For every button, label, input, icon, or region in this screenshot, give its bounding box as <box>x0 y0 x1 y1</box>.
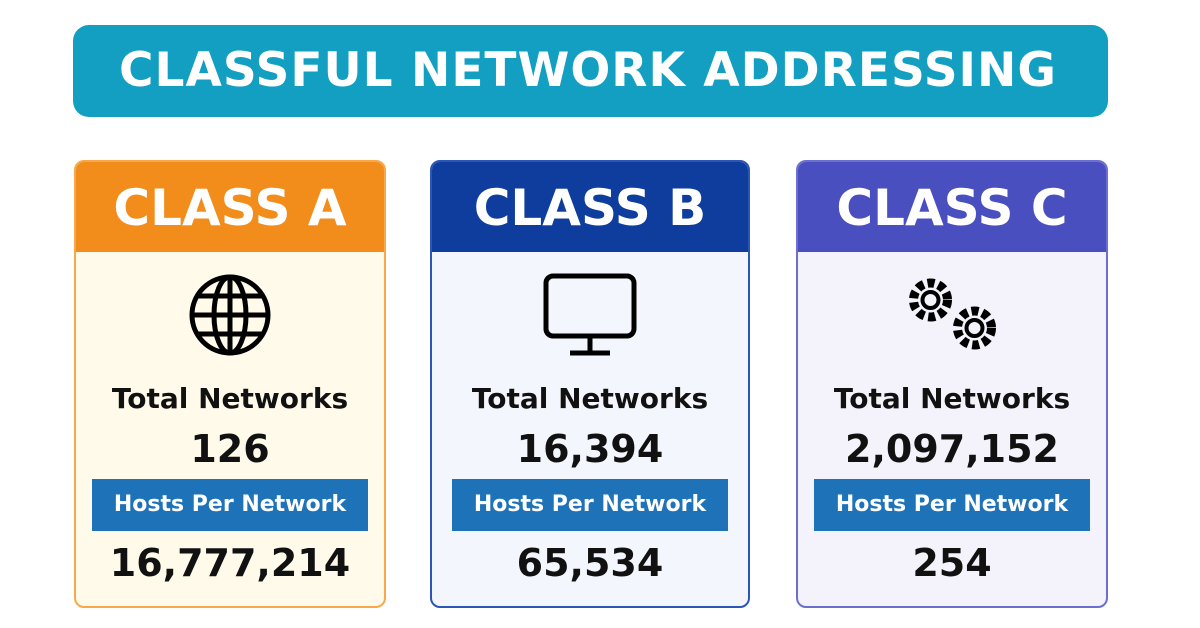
class-card: CLASS B Total Networks 16,394 Hosts Per … <box>430 160 750 608</box>
title-banner: CLASSFUL NETWORK ADDRESSING <box>73 25 1108 117</box>
hosts-value: 16,777,214 <box>109 541 351 585</box>
monitor-icon <box>543 273 637 356</box>
card-title: CLASS B <box>432 162 748 252</box>
page-title: CLASSFUL NETWORK ADDRESSING <box>119 43 1057 98</box>
networks-label: Total Networks <box>833 382 1071 415</box>
networks-value: 2,097,152 <box>845 427 1059 471</box>
class-card: CLASS C Total Networks 2,097,152 Hosts P… <box>796 160 1108 608</box>
networks-value: 126 <box>190 427 270 471</box>
card-title: CLASS A <box>76 162 384 252</box>
hosts-label: Hosts Per Network <box>814 479 1090 531</box>
gears-icon <box>908 278 996 350</box>
hosts-label: Hosts Per Network <box>92 479 368 531</box>
networks-label: Total Networks <box>471 382 709 415</box>
globe-icon <box>189 274 271 356</box>
hosts-value: 65,534 <box>516 541 664 585</box>
networks-label: Total Networks <box>111 382 349 415</box>
class-card: CLASS A Total Networks 126 Hosts Per Net… <box>74 160 386 608</box>
card-title: CLASS C <box>798 162 1106 252</box>
networks-value: 16,394 <box>516 427 664 471</box>
hosts-label: Hosts Per Network <box>452 479 728 531</box>
hosts-value: 254 <box>912 541 992 585</box>
